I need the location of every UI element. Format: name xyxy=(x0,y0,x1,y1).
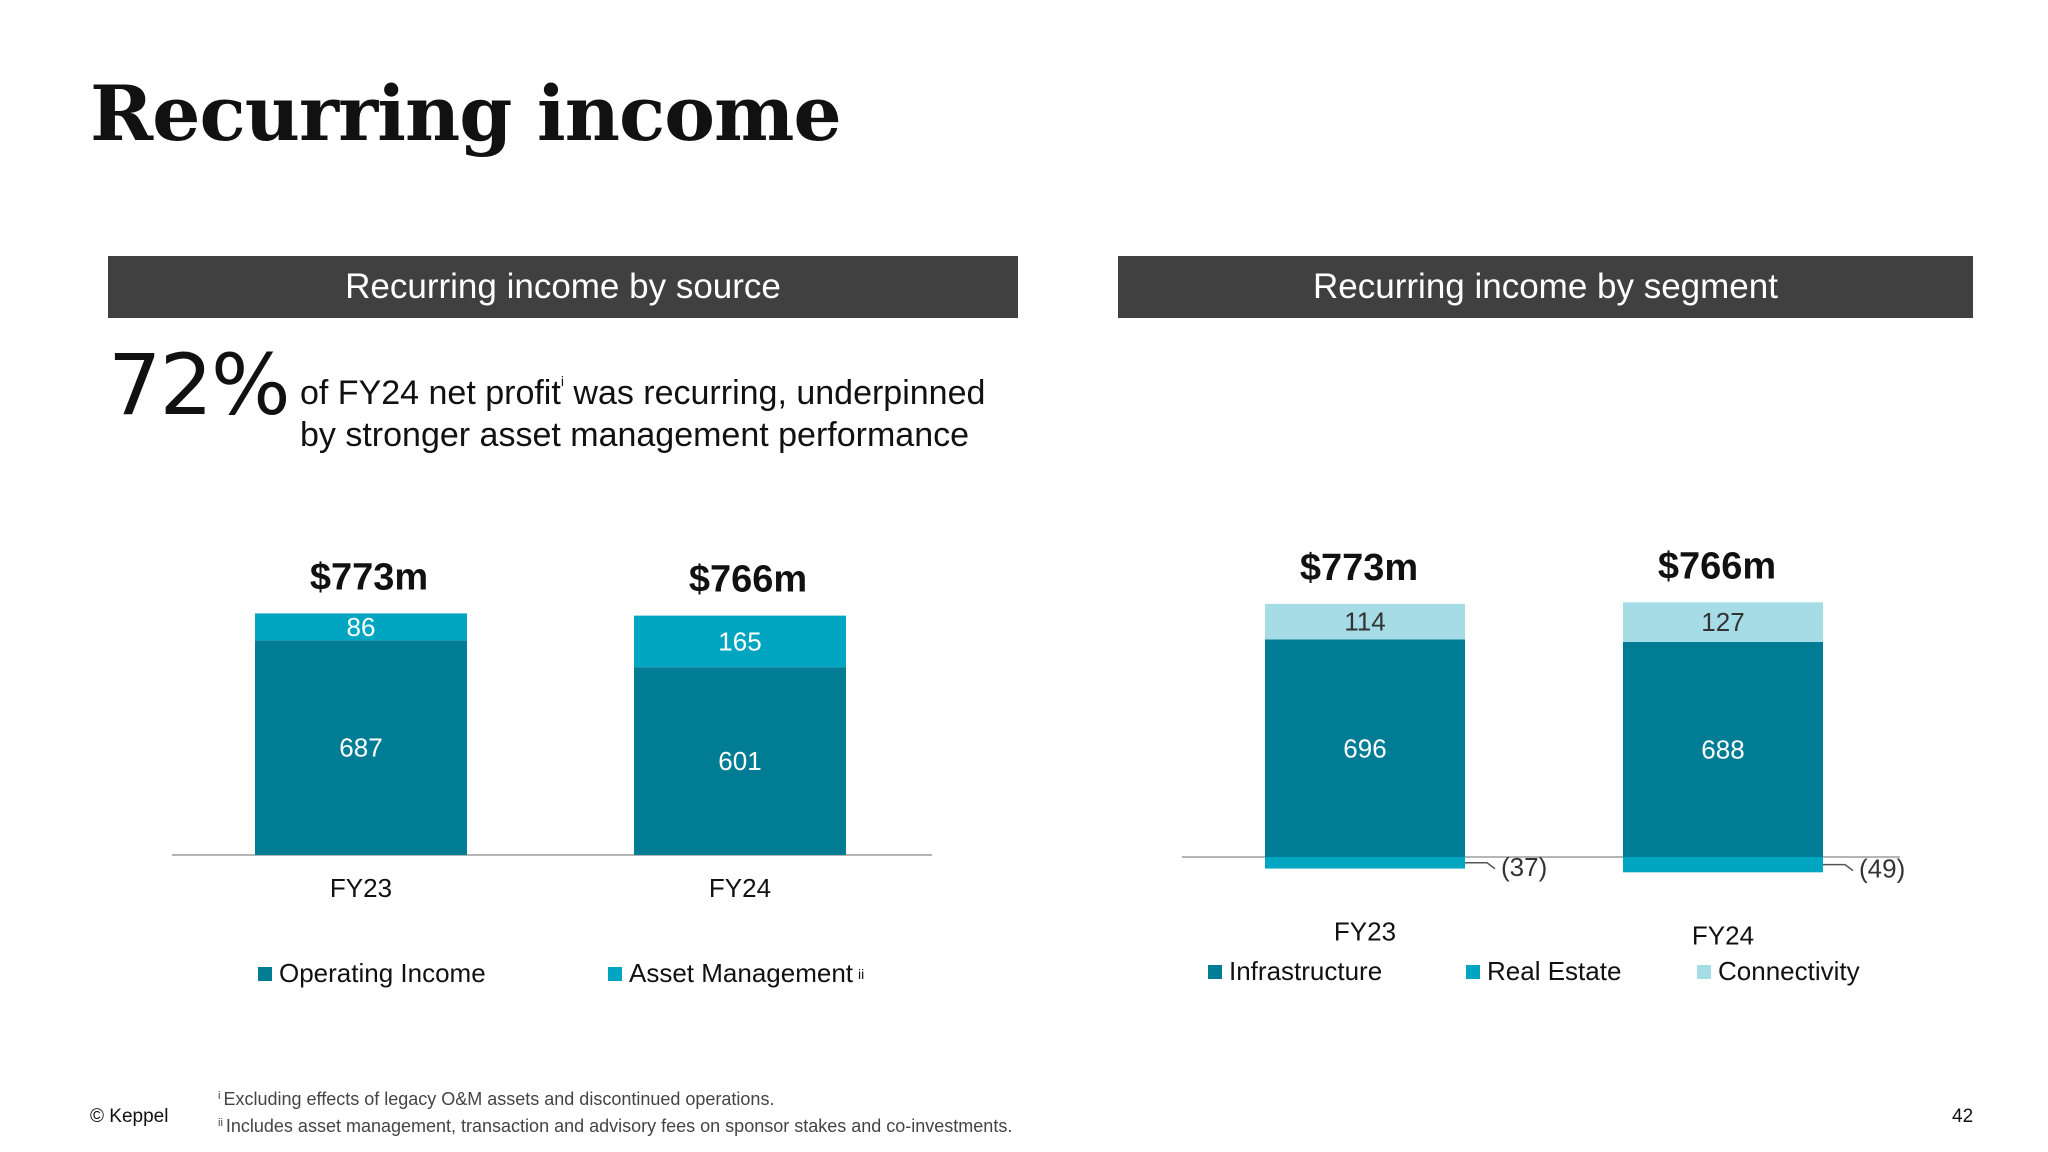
segment-chart-heading: Recurring income by segment xyxy=(1118,256,1973,318)
legend-swatch-operating-income xyxy=(258,966,272,981)
recurring-share-description: of FY24 net profiti was recurring, under… xyxy=(300,360,1020,456)
data-label-real-estate-fy23: (37) xyxy=(1501,852,1547,882)
bar-asset-management-fy24 xyxy=(634,615,846,668)
footnote-text: Excluding effects of legacy O&M assets a… xyxy=(223,1089,775,1109)
legend-label: Asset Management xyxy=(629,958,854,988)
legend-label: Connectivity xyxy=(1718,956,1860,986)
legend-swatch-infrastructure xyxy=(1208,964,1222,979)
bar-real-estate-fy24 xyxy=(1623,857,1823,873)
footnote-marker: i xyxy=(218,1090,221,1102)
bar-connectivity-fy24 xyxy=(1623,602,1823,642)
source-chart-heading: Recurring income by source xyxy=(108,256,1018,318)
legend-item-asset-management: Asset Management ii xyxy=(608,958,864,989)
legend-swatch-asset-management xyxy=(608,966,622,981)
legend-item-real-estate: Real Estate xyxy=(1466,956,1621,987)
bar-infrastructure-fy24 xyxy=(1623,642,1823,857)
category-label-fy24: FY24 xyxy=(1692,920,1754,950)
footnote-i: i Excluding effects of legacy O&M assets … xyxy=(218,1084,1012,1111)
total-label-fy24: $766m xyxy=(689,559,807,601)
data-label-infrastructure-fy24: 688 xyxy=(1701,735,1744,765)
copyright: © Keppel xyxy=(90,1106,169,1127)
footnote-marker-i: i xyxy=(560,373,564,389)
bar-operating-income-fy24 xyxy=(634,667,846,855)
legend-item-infrastructure: Infrastructure xyxy=(1208,956,1382,987)
total-label-fy23: $773m xyxy=(1300,547,1418,589)
footnotes: i Excluding effects of legacy O&M assets … xyxy=(218,1084,1012,1138)
data-label-connectivity-fy23: 114 xyxy=(1344,607,1385,637)
footnote-marker: ii xyxy=(218,1117,223,1129)
page-title: Recurring income xyxy=(90,69,842,158)
stat-text-part-1: of FY24 net profit xyxy=(300,374,561,412)
footnote-text: Includes asset management, transaction a… xyxy=(225,1116,1013,1136)
legend-swatch-connectivity xyxy=(1697,964,1711,979)
category-label-fy23: FY23 xyxy=(1334,917,1396,947)
bar-operating-income-fy23 xyxy=(255,640,467,855)
data-label-real-estate-fy24: (49) xyxy=(1859,854,1905,884)
page-number: 42 xyxy=(1952,1106,1974,1127)
category-label-fy24: FY24 xyxy=(709,873,771,903)
legend-item-connectivity: Connectivity xyxy=(1697,956,1860,987)
bar-asset-management-fy23 xyxy=(255,613,467,641)
legend-item-operating-income: Operating Income xyxy=(258,958,486,989)
data-label-connectivity-fy24: 127 xyxy=(1701,607,1744,637)
footnote-ii: ii Includes asset management, transaction… xyxy=(218,1111,1012,1138)
category-label-fy23: FY23 xyxy=(330,873,392,903)
recurring-share-stat: 72% xyxy=(108,336,291,434)
data-label-infrastructure-fy23: 696 xyxy=(1343,733,1386,763)
stat-text-part-2: was recurring, underpinned by stronger a… xyxy=(300,374,986,454)
footnote-marker-ii: ii xyxy=(858,965,865,982)
total-label-fy24: $766m xyxy=(1658,545,1776,587)
data-label-asset-management-fy24: 165 xyxy=(718,626,761,656)
data-label-operating-income-fy23: 687 xyxy=(339,733,382,763)
legend-label: Operating Income xyxy=(279,958,486,988)
bar-real-estate-fy23 xyxy=(1265,857,1465,869)
data-label-asset-management-fy23: 86 xyxy=(347,612,376,642)
legend-label: Real Estate xyxy=(1487,956,1622,986)
bar-connectivity-fy23 xyxy=(1265,603,1465,640)
data-label-operating-income-fy24: 601 xyxy=(718,746,761,776)
leader-line-real-estate-fy24 xyxy=(1823,863,1854,872)
bar-infrastructure-fy23 xyxy=(1265,639,1465,857)
legend-label: Infrastructure xyxy=(1229,956,1383,986)
leader-line-real-estate-fy23 xyxy=(1465,862,1496,870)
legend-swatch-real-estate xyxy=(1466,964,1480,979)
total-label-fy23: $773m xyxy=(310,556,428,598)
